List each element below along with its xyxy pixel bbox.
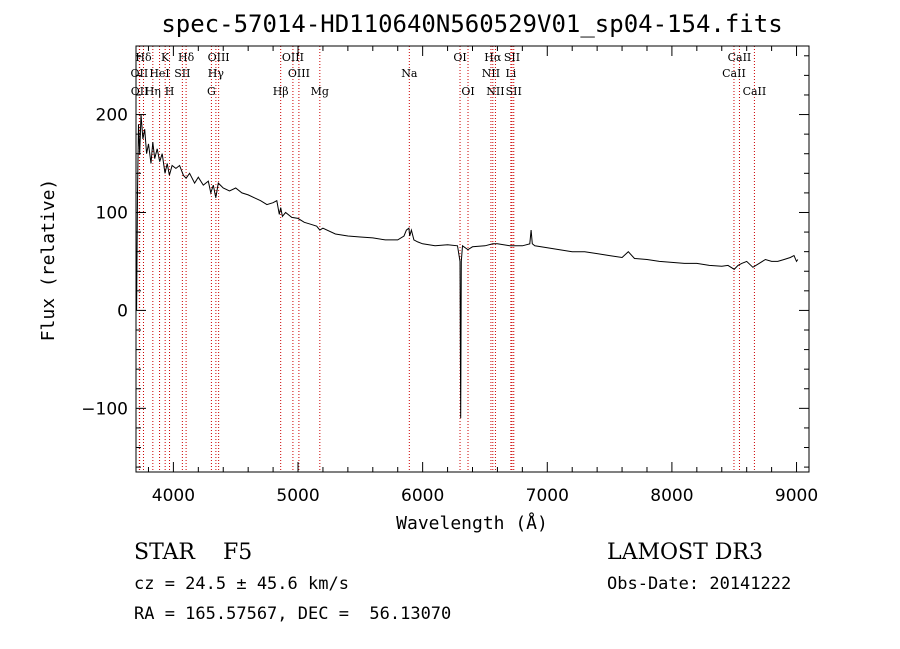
x-tick-label: 7000 bbox=[526, 486, 569, 506]
spectral-line-label: Hδ bbox=[135, 51, 152, 64]
spectral-line-label: OIII bbox=[288, 67, 310, 80]
spectral-line-label: Hγ bbox=[208, 67, 225, 80]
x-tick-label: 9000 bbox=[775, 486, 818, 506]
x-tick-label: 8000 bbox=[650, 486, 693, 506]
y-axis-label: Flux (relative) bbox=[38, 179, 59, 342]
spectral-line-label: K bbox=[161, 51, 170, 64]
x-axis: 4000 5000 6000 7000 8000 9000 bbox=[147, 46, 818, 506]
spectral-line-label: OII bbox=[131, 67, 149, 80]
y-tick-label: −100 bbox=[81, 399, 128, 419]
spectral-line-label: SII bbox=[506, 85, 522, 98]
spectrum-series-line bbox=[135, 114, 799, 419]
survey-name: LAMOST DR3 bbox=[607, 540, 763, 565]
spectral-line-label: OIII bbox=[208, 51, 230, 64]
spectral-line-markers bbox=[138, 46, 755, 472]
spectral-line-label: Mg bbox=[311, 85, 329, 98]
spectral-line-label: CaII bbox=[728, 51, 752, 64]
y-tick-label: 100 bbox=[96, 203, 128, 223]
x-tick-label: 5000 bbox=[276, 486, 319, 506]
spectral-line-label: CaII bbox=[743, 85, 767, 98]
spectral-line-label: CaII bbox=[722, 67, 746, 80]
object-class: STAR F5 bbox=[134, 540, 252, 565]
spectral-line-label: Hα bbox=[484, 51, 502, 64]
spectral-line-label: OII bbox=[131, 85, 149, 98]
chart-title: spec-57014-HD110640N560529V01_sp04-154.f… bbox=[161, 10, 782, 38]
x-tick-label: 6000 bbox=[401, 486, 444, 506]
spectral-line-label: Hβ bbox=[273, 85, 289, 98]
spectral-line-labels: Hδ OII OII K HeI Hη SII H Hδ OIII Hγ G OIII OIII Hβ Mg N… bbox=[131, 51, 767, 98]
spectral-line-label: Na bbox=[401, 67, 418, 80]
plot-frame bbox=[135, 45, 810, 473]
spectral-line-label: H bbox=[165, 85, 175, 98]
y-tick-label: 0 bbox=[117, 301, 128, 321]
spectral-line-label: SII bbox=[174, 67, 190, 80]
spectral-line-label: Hδ bbox=[178, 51, 195, 64]
spectral-line-label: HeI bbox=[149, 67, 169, 80]
y-axis: −100 0 100 200 bbox=[81, 55, 809, 468]
x-axis-label: Wavelength (Å) bbox=[396, 512, 548, 534]
observation-date: Obs-Date: 20141222 bbox=[607, 574, 791, 594]
spectral-line-label: SII bbox=[504, 51, 520, 64]
coordinates-readout: RA = 165.57567, DEC = 56.13070 bbox=[134, 604, 451, 624]
spectral-line-label: Hη bbox=[145, 85, 161, 98]
spectral-line-label: NII bbox=[482, 67, 500, 80]
spectral-line-label: OIII bbox=[282, 51, 304, 64]
spectral-line-label: OI bbox=[453, 51, 466, 64]
spectral-line-label: G bbox=[207, 85, 216, 98]
redshift-readout: cz = 24.5 ± 45.6 km/s bbox=[134, 574, 349, 594]
spectral-line-label: Li bbox=[505, 67, 516, 80]
spectral-line-label: NII bbox=[486, 85, 504, 98]
y-tick-label: 200 bbox=[96, 106, 128, 126]
spectral-line-label: OI bbox=[461, 85, 474, 98]
x-tick-label: 4000 bbox=[152, 486, 195, 506]
